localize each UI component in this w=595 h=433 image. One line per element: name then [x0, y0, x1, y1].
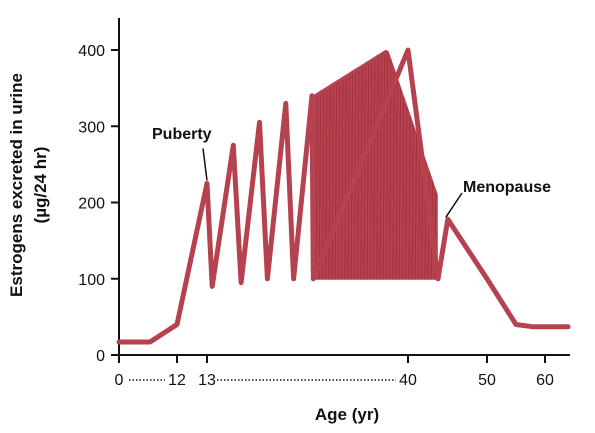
cycle-line — [322, 92, 325, 279]
cycle-line — [379, 56, 382, 279]
x-tick-label: 13 — [198, 372, 216, 389]
cycle-line — [366, 64, 369, 279]
cycle-line — [338, 82, 341, 279]
y-tick-label: 0 — [96, 348, 105, 365]
cycle-line — [376, 58, 379, 279]
cycle-line — [344, 78, 347, 279]
y-tick-label: 200 — [78, 196, 105, 213]
cycle-line — [408, 115, 411, 279]
x-tick-label: 12 — [168, 372, 186, 389]
y-axis-title-line2: (µg/24 hr) — [31, 147, 50, 224]
cycle-line — [360, 68, 363, 279]
cycle-line — [395, 78, 398, 279]
axis-ticks: 0 100 200 300 400 0 12 13 40 50 60 — [78, 43, 554, 389]
x-tick-label: 40 — [399, 372, 417, 389]
cycle-line — [347, 76, 350, 279]
cycle-line — [315, 96, 318, 279]
cycle-line — [414, 134, 417, 279]
cycle-line — [405, 106, 408, 279]
cycle-line — [373, 60, 376, 279]
cycle-line — [363, 66, 366, 279]
cycle-line — [318, 94, 321, 279]
x-axis-title: Age (yr) — [315, 405, 379, 424]
cycle-line — [370, 62, 373, 279]
puberty-leader-line — [202, 148, 208, 181]
cyclic-band — [313, 49, 438, 280]
menopause-leader-line — [445, 192, 463, 218]
cycle-line — [382, 54, 385, 279]
y-tick-label: 400 — [78, 43, 105, 60]
series-line — [116, 47, 571, 345]
cycle-line — [341, 80, 344, 279]
axes — [118, 18, 570, 356]
y-axis-title-line1: Estrogens excreted in urine — [7, 73, 26, 297]
cycle-line — [386, 52, 389, 279]
cycle-line — [398, 87, 401, 279]
menopause-label: Menopause — [463, 179, 551, 196]
y-tick-label: 300 — [78, 119, 105, 136]
cycle-line — [411, 124, 414, 279]
cycle-line — [402, 96, 405, 279]
x-tick-label: 50 — [478, 372, 496, 389]
annotations: Puberty Menopause — [152, 126, 551, 218]
cycle-line — [331, 86, 334, 279]
y-tick-label: 100 — [78, 272, 105, 289]
cycle-line — [392, 68, 395, 279]
cycle-line — [334, 84, 337, 279]
cycle-line — [418, 143, 421, 279]
x-tick-label: 60 — [536, 372, 554, 389]
x-tick-label: 0 — [115, 372, 124, 389]
cycle-line — [350, 74, 353, 279]
puberty-label: Puberty — [152, 126, 212, 143]
